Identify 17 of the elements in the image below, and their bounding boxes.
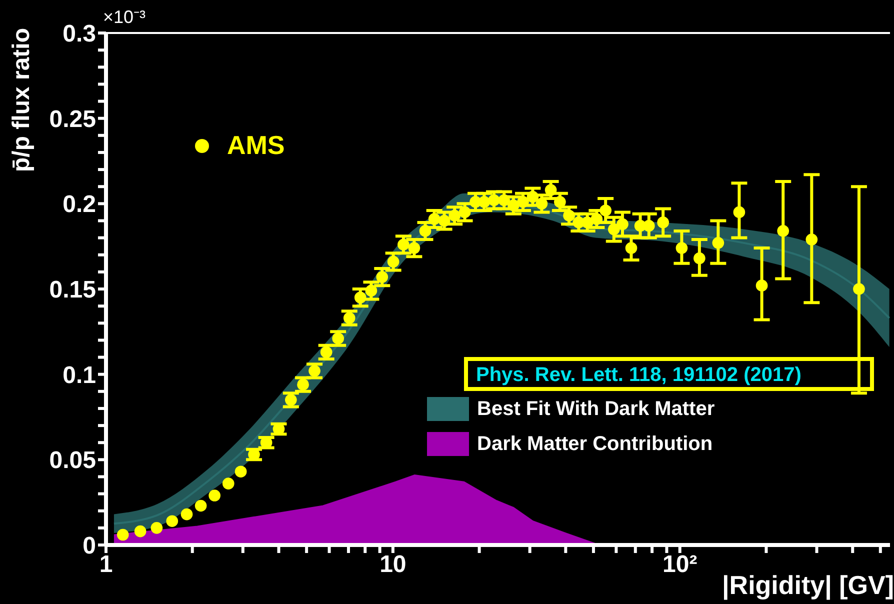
y-axis-title: p̄/p flux ratio xyxy=(8,28,35,172)
y-tick-label: 0.3 xyxy=(62,20,96,48)
y-tick-label: 0.25 xyxy=(49,106,96,133)
x-tick-label: 10 xyxy=(380,551,406,578)
text: ×10⁻³ xyxy=(103,7,146,27)
annotation: Phys. Rev. Lett. 118, 191102 (2017) xyxy=(476,364,802,386)
legend-label: Dark Matter Contribution xyxy=(477,432,713,456)
y-tick-label: 0 xyxy=(82,532,96,560)
y-tick-label: 0.05 xyxy=(49,447,96,474)
y-tick-label: 0.15 xyxy=(49,276,96,304)
x-tick-label: 10² xyxy=(662,551,698,578)
legend-label: AMS xyxy=(227,130,285,161)
y-tick-label: 0.1 xyxy=(62,362,96,389)
x-axis-title: |Rigidity| [GV] xyxy=(722,570,894,600)
y-tick-label: 0.2 xyxy=(62,191,96,218)
legend-label: Best Fit With Dark Matter xyxy=(477,398,715,420)
x-tick-label: 1 xyxy=(99,551,113,578)
